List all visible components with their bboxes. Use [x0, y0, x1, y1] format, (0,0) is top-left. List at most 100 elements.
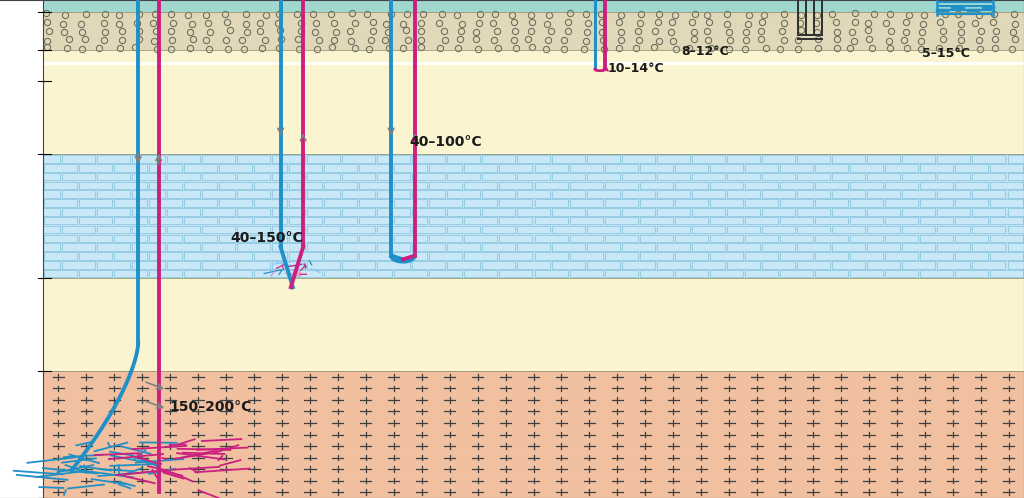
Bar	[289, 164, 323, 171]
Bar	[517, 208, 550, 216]
Bar	[465, 270, 498, 277]
Bar	[833, 261, 865, 268]
Bar	[429, 199, 463, 207]
Text: 40–100°C: 40–100°C	[410, 135, 482, 149]
Bar	[710, 217, 742, 225]
Bar	[184, 199, 217, 207]
Bar	[973, 155, 1006, 163]
Bar	[657, 208, 690, 216]
Bar	[1008, 244, 1024, 251]
Bar	[44, 217, 77, 225]
Bar	[289, 270, 323, 277]
Bar	[342, 244, 375, 251]
Bar	[27, 261, 59, 268]
Bar	[79, 217, 112, 225]
Bar	[833, 226, 865, 233]
Bar	[219, 217, 252, 225]
Bar	[990, 252, 1023, 260]
Bar	[429, 182, 463, 189]
Bar	[446, 155, 480, 163]
Bar	[920, 252, 953, 260]
Bar	[237, 191, 269, 198]
Bar	[202, 261, 234, 268]
Bar	[412, 261, 444, 268]
Bar	[833, 244, 865, 251]
Bar	[254, 235, 287, 242]
Bar	[587, 173, 621, 180]
Bar	[657, 261, 690, 268]
Bar	[132, 173, 165, 180]
Bar	[150, 235, 182, 242]
Bar	[833, 173, 865, 180]
Text: 5–15°C: 5–15°C	[922, 47, 970, 60]
Bar	[446, 226, 480, 233]
Bar	[850, 182, 883, 189]
Bar	[359, 199, 392, 207]
Bar	[271, 244, 305, 251]
Bar	[955, 252, 988, 260]
Bar	[307, 191, 340, 198]
Bar	[446, 173, 480, 180]
Bar	[604, 182, 638, 189]
Bar	[710, 182, 742, 189]
Bar	[710, 235, 742, 242]
Bar	[114, 199, 147, 207]
Bar	[482, 261, 515, 268]
Bar	[429, 235, 463, 242]
Bar	[429, 270, 463, 277]
Bar	[429, 217, 463, 225]
Bar	[482, 226, 515, 233]
Bar	[254, 199, 287, 207]
Bar	[902, 226, 935, 233]
Bar	[465, 235, 498, 242]
Bar	[61, 208, 94, 216]
Bar	[44, 235, 77, 242]
Bar	[271, 208, 305, 216]
Bar	[412, 208, 444, 216]
Bar	[377, 208, 410, 216]
Bar	[640, 235, 673, 242]
Bar	[96, 244, 130, 251]
Bar	[219, 199, 252, 207]
Bar	[465, 182, 498, 189]
Text: 3000: 3000	[7, 273, 35, 283]
Bar	[96, 226, 130, 233]
Bar	[79, 182, 112, 189]
Bar	[587, 191, 621, 198]
Text: 2000: 2000	[7, 149, 35, 159]
Bar	[762, 226, 796, 233]
Bar	[79, 252, 112, 260]
Bar	[446, 244, 480, 251]
Bar	[325, 182, 357, 189]
Bar	[604, 270, 638, 277]
Bar	[412, 173, 444, 180]
Bar	[1008, 191, 1024, 198]
Bar	[552, 244, 585, 251]
Bar	[237, 261, 269, 268]
Bar	[219, 235, 252, 242]
Bar	[867, 226, 900, 233]
Bar	[517, 244, 550, 251]
Bar	[850, 217, 883, 225]
Bar	[955, 199, 988, 207]
Bar	[955, 217, 988, 225]
Bar	[815, 235, 848, 242]
Bar	[79, 164, 112, 171]
Bar	[990, 164, 1023, 171]
Bar	[675, 199, 708, 207]
Bar	[132, 191, 165, 198]
Bar	[1008, 208, 1024, 216]
Bar	[43, 12, 1024, 50]
Bar	[798, 261, 830, 268]
Bar	[167, 155, 200, 163]
Bar	[640, 252, 673, 260]
Bar	[342, 208, 375, 216]
Bar	[623, 226, 655, 233]
Bar	[885, 217, 918, 225]
Bar	[167, 244, 200, 251]
Bar	[342, 226, 375, 233]
Bar	[202, 155, 234, 163]
Bar	[254, 164, 287, 171]
Bar	[394, 252, 427, 260]
Bar	[569, 252, 602, 260]
